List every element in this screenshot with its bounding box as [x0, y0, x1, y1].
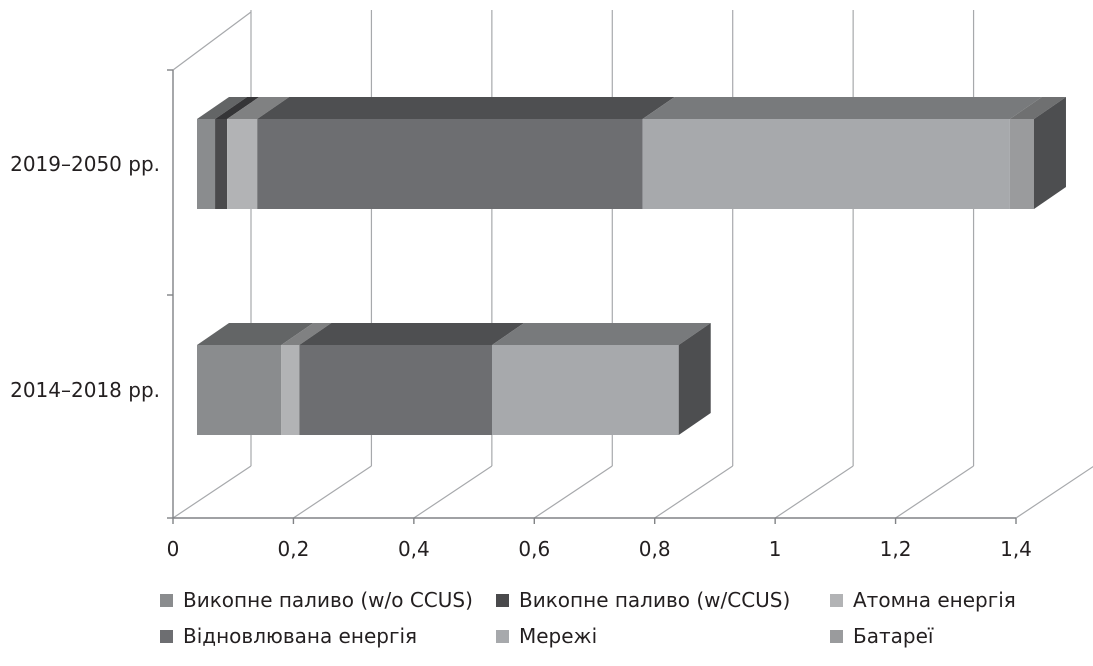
bar-segment-top [215, 97, 260, 119]
floor-gridline [654, 465, 734, 519]
gridlines [172, 10, 1093, 519]
bar-segment [197, 345, 282, 435]
axes [167, 69, 1017, 524]
legend-item: Мережі [496, 624, 830, 648]
bar-segment-top [642, 97, 1042, 119]
bar-segment [281, 345, 300, 435]
legend-label: Викопне паливо (w/CCUS) [519, 588, 791, 612]
category-labels: 2019–2050 рр. 2014–2018 рр. [10, 152, 160, 402]
floor-gridline [1015, 465, 1093, 519]
bar-segment-top [197, 323, 314, 345]
category-label: 2019–2050 рр. [10, 152, 160, 176]
legend-swatch [830, 629, 843, 643]
x-tick-label: 0,2 [278, 537, 310, 561]
x-tick-label: 1,2 [880, 537, 912, 561]
x-tick-label: 0 [167, 537, 180, 561]
bar-segment [215, 119, 228, 209]
x-tick-label: 1 [769, 537, 782, 561]
bar-end-face [1033, 97, 1066, 209]
floor-gridline [413, 465, 493, 519]
floor-gridline [172, 465, 252, 519]
legend-item: Викопне паливо (w/CCUS) [496, 588, 830, 612]
legend-item: Викопне паливо (w/o CCUS) [160, 588, 496, 612]
legend-swatch [830, 593, 843, 607]
bar-end-face [678, 323, 711, 435]
x-tick-label: 0,6 [518, 537, 550, 561]
x-tick-labels: 0 0,2 0,4 0,6 0,8 1 1,2 1,4 [167, 537, 1032, 561]
legend: Викопне паливо (w/o CCUS) Викопне паливо … [160, 588, 1080, 648]
legend-item: Атомна енергія [830, 588, 1080, 612]
bar-segment [1009, 119, 1034, 209]
legend-label: Викопне паливо (w/o CCUS) [183, 588, 473, 612]
x-tick-label: 0,4 [398, 537, 430, 561]
legend-swatch [496, 629, 509, 643]
legend-label: Відновлювана енергія [183, 624, 418, 648]
floor-gridline [774, 465, 854, 519]
bar-segment-top [299, 323, 525, 345]
wall-top-edge [172, 11, 252, 71]
bar-segment-top [281, 323, 332, 345]
legend-swatch [160, 629, 173, 643]
floor-gridline [895, 465, 974, 519]
legend-label: Батареї [853, 624, 934, 648]
bar-segment [227, 119, 258, 209]
bar-segment [197, 119, 216, 209]
x-tick-label: 1,4 [1000, 537, 1032, 561]
bars [197, 97, 1066, 435]
bar-segment-top [227, 97, 290, 119]
legend-label: Атомна енергія [853, 588, 1016, 612]
bar-segment-top [197, 97, 248, 119]
legend-item: Батареї [830, 624, 1080, 648]
legend-swatch [496, 593, 509, 607]
legend-item: Відновлювана енергія [160, 624, 496, 648]
floor-gridline [293, 465, 372, 519]
legend-label: Мережі [519, 624, 598, 648]
bar-segment [642, 119, 1010, 209]
bar-segment-top [1009, 97, 1066, 119]
bar-segment [492, 345, 679, 435]
x-tick-label: 0,8 [639, 537, 671, 561]
bar-segment [257, 119, 643, 209]
category-label: 2014–2018 рр. [10, 378, 160, 402]
bar-segment-top [257, 97, 675, 119]
legend-swatch [160, 593, 173, 607]
bar-segment [299, 345, 493, 435]
floor-gridline [533, 465, 613, 519]
bar-segment-top [492, 323, 711, 345]
